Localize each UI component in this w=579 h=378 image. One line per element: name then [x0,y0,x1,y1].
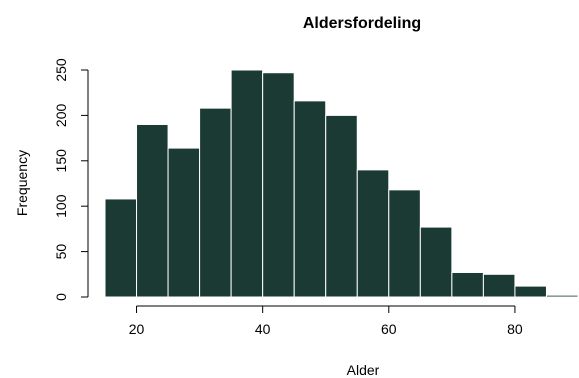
y-tick-label-0: 0 [53,293,69,301]
x-tick-label-60: 60 [381,321,397,337]
histogram-bar-35-40 [230,69,264,298]
histogram-bar-50-55 [325,114,358,298]
histogram-bar-60-65 [388,189,421,298]
x-tick-label-80: 80 [507,321,523,337]
histogram-bar-40-45 [262,72,295,298]
bars-group [104,69,579,298]
y-tick-label-100: 100 [53,194,69,218]
x-tick-label-40: 40 [255,321,271,337]
histogram-bar-15-20 [104,198,138,298]
histogram-bar-85-90 [545,294,579,298]
y-tick-label-50: 50 [53,244,69,260]
y-tick-label-250: 250 [53,58,69,82]
x-axis: 20 40 60 80 [129,305,523,337]
chart-title: Aldersfordeling [303,15,421,32]
histogram-bar-25-30 [167,147,201,298]
histogram-bar-65-70 [419,226,453,298]
y-axis: 0 50 100 150 200 250 [53,58,89,301]
y-tick-label-150: 150 [53,149,69,173]
x-tick-label-20: 20 [129,321,145,337]
histogram-bar-70-75 [451,271,484,298]
histogram-bar-80-85 [514,285,547,298]
histogram-bar-55-60 [356,169,390,298]
histogram-bar-20-25 [136,123,169,298]
histogram-bar-30-35 [199,107,232,298]
y-tick-label-200: 200 [53,104,69,128]
histogram-bar-45-50 [293,100,327,298]
histogram-bar-75-80 [482,273,516,298]
y-axis-label: Frequency [14,150,30,216]
x-axis-label: Alder [347,362,380,378]
